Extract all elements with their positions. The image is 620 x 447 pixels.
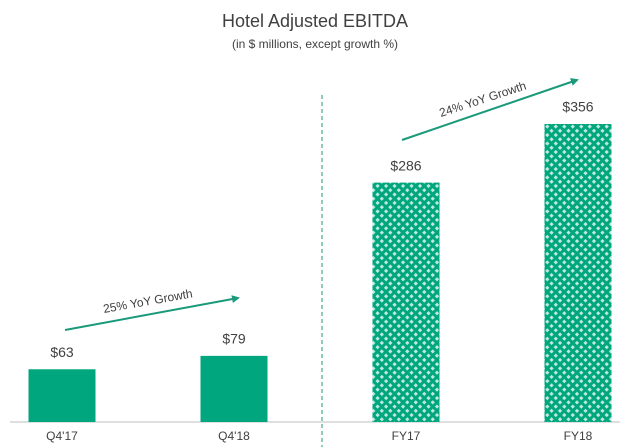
chart-subtitle: (in $ millions, except growth %) xyxy=(232,37,398,51)
annotation: 24% YoY Growth xyxy=(438,79,528,120)
bar xyxy=(544,124,612,422)
growth-arrow xyxy=(401,78,579,141)
annotation: 25% YoY Growth xyxy=(102,286,194,316)
bar xyxy=(200,355,268,422)
data-label: $286 xyxy=(390,157,421,173)
x-tick-label: Q4'17 xyxy=(46,429,78,443)
data-label: $79 xyxy=(222,331,246,347)
x-tick-label: FY17 xyxy=(392,429,421,443)
data-label: $356 xyxy=(562,99,593,115)
x-tick-label: FY18 xyxy=(564,429,593,443)
bar xyxy=(28,369,96,422)
bar xyxy=(372,182,440,422)
growth-arrow xyxy=(64,295,240,331)
chart-title: Hotel Adjusted EBITDA xyxy=(222,11,408,31)
x-tick-label: Q4'18 xyxy=(218,429,250,443)
data-label: $63 xyxy=(50,344,74,360)
